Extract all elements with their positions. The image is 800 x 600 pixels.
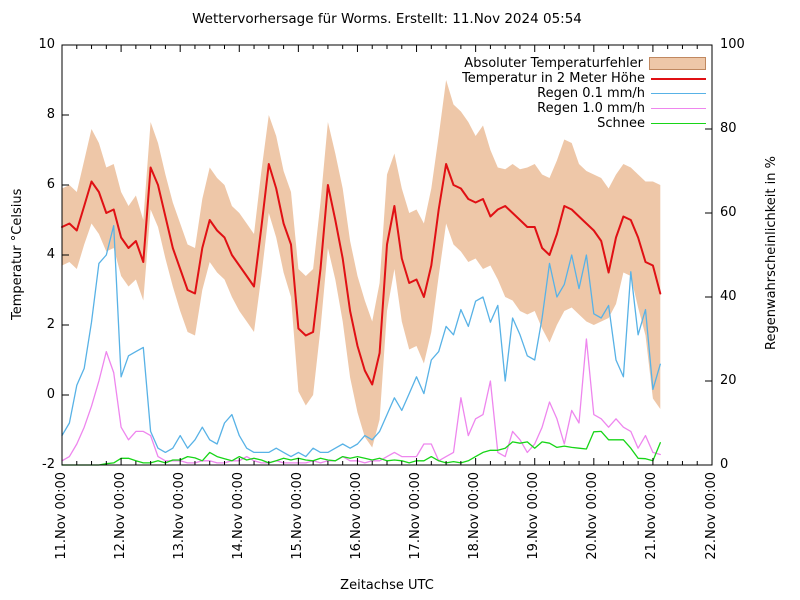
legend-item-rain01: Regen 0.1 mm/h — [462, 86, 706, 101]
legend-label: Regen 1.0 mm/h — [537, 101, 645, 116]
error-band — [62, 80, 661, 448]
y-left-tick-label: 2 — [46, 317, 55, 332]
x-axis-label: Zeitachse UTC — [340, 578, 434, 593]
y-left-tick-label: 4 — [46, 247, 55, 262]
y-left-tick-label: 0 — [46, 387, 55, 402]
legend: Absoluter Temperaturfehler Temperatur in… — [462, 56, 706, 131]
y-right-tick-label: 40 — [720, 289, 737, 304]
legend-item-snow: Schnee — [462, 116, 706, 131]
line-swatch-icon — [651, 77, 706, 80]
y-left-tick-label: 6 — [46, 177, 55, 192]
rain-01-line — [61, 224, 661, 458]
x-tick-label: 16.Nov 00:00 — [348, 472, 364, 560]
y-right-tick-label: 0 — [720, 457, 729, 472]
legend-label: Regen 0.1 mm/h — [537, 86, 645, 101]
snow-line — [61, 430, 661, 466]
x-tick-label: 17.Nov 00:00 — [408, 472, 424, 560]
x-tick-label: 21.Nov 00:00 — [644, 472, 660, 560]
legend-item-error-band: Absoluter Temperaturfehler — [462, 56, 706, 71]
x-tick-label: 14.Nov 00:00 — [230, 472, 246, 560]
x-tick-label: 11.Nov 00:00 — [53, 472, 69, 560]
legend-item-rain10: Regen 1.0 mm/h — [462, 101, 706, 116]
y-right-tick-label: 100 — [720, 37, 745, 52]
x-tick-label: 19.Nov 00:00 — [526, 472, 542, 560]
legend-label: Absoluter Temperaturfehler — [464, 56, 643, 71]
x-tick-label: 12.Nov 00:00 — [112, 472, 128, 560]
y-axis-label-right: Regenwahrscheinlichkeit in % — [764, 156, 779, 350]
y-right-tick-label: 60 — [720, 205, 737, 220]
y-left-tick-label: 8 — [46, 107, 55, 122]
line-swatch-icon — [651, 123, 706, 124]
legend-label: Temperatur in 2 Meter Höhe — [462, 71, 645, 86]
line-swatch-icon — [651, 93, 706, 94]
y-right-tick-label: 20 — [720, 373, 737, 388]
band-swatch-icon — [649, 57, 706, 70]
line-swatch-icon — [651, 108, 706, 109]
temperature-line — [61, 163, 662, 386]
chart-title: Wettervorhersage für Worms. Erstellt: 11… — [192, 11, 582, 27]
y-right-tick-label: 80 — [720, 121, 737, 136]
x-tick-label: 13.Nov 00:00 — [171, 472, 187, 560]
y-left-tick-label: -2 — [42, 457, 55, 472]
rain-10-line — [61, 338, 661, 464]
legend-label: Schnee — [597, 116, 645, 131]
y-left-tick-label: 10 — [38, 37, 55, 52]
x-tick-label: 15.Nov 00:00 — [289, 472, 305, 560]
x-tick-label: 22.Nov 00:00 — [703, 472, 719, 560]
x-tick-label: 20.Nov 00:00 — [585, 472, 601, 560]
x-tick-label: 18.Nov 00:00 — [467, 472, 483, 560]
legend-item-temperature: Temperatur in 2 Meter Höhe — [462, 71, 706, 86]
